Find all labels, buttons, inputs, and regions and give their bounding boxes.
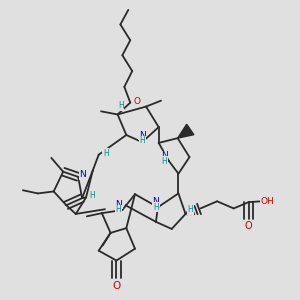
- Text: H: H: [153, 203, 159, 212]
- Text: H: H: [118, 101, 124, 110]
- Text: H: H: [116, 206, 121, 214]
- Text: N: N: [161, 152, 168, 160]
- Text: N: N: [139, 130, 145, 140]
- Text: O: O: [245, 221, 253, 231]
- Text: H: H: [161, 157, 167, 166]
- Text: N: N: [80, 170, 86, 179]
- Text: H: H: [188, 206, 193, 214]
- Polygon shape: [178, 124, 194, 138]
- Text: OH: OH: [261, 197, 274, 206]
- Text: N: N: [152, 197, 159, 206]
- Text: N: N: [115, 200, 122, 208]
- Text: O: O: [112, 281, 121, 291]
- Text: H: H: [89, 191, 95, 200]
- Text: H: H: [103, 149, 109, 158]
- Text: H: H: [139, 136, 145, 146]
- Text: O: O: [134, 97, 141, 106]
